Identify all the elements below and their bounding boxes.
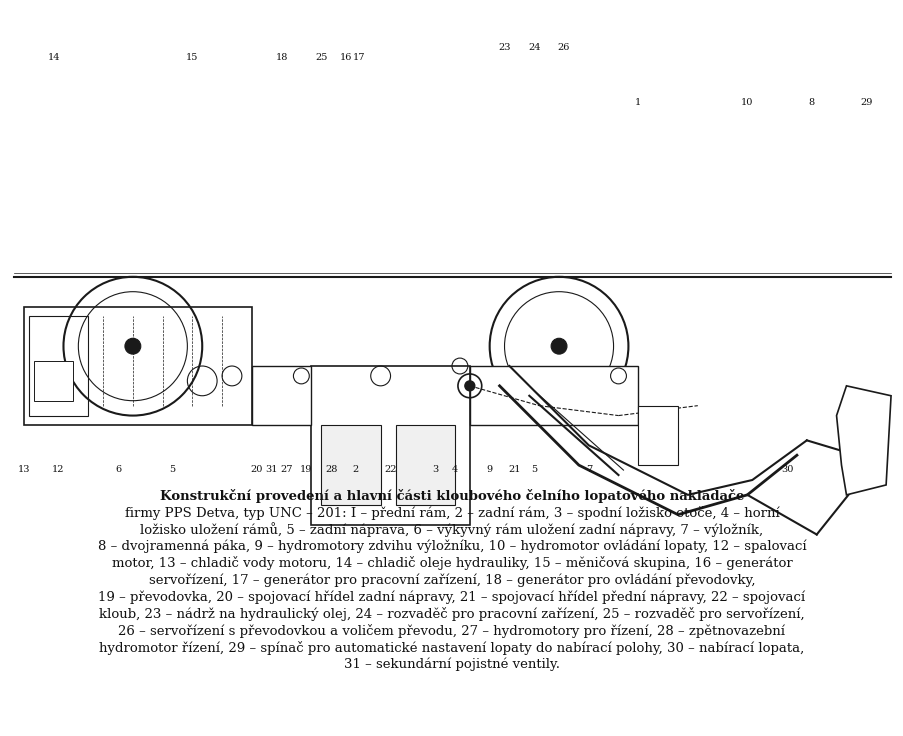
Bar (29, 316, 88, 416)
Text: 19 – převodovka, 20 – spojovací hřídel zadní nápravy, 21 – spojovací hřídel před: 19 – převodovka, 20 – spojovací hřídel z… (98, 590, 805, 604)
Text: 5: 5 (531, 464, 536, 473)
Text: 5: 5 (169, 464, 175, 473)
Bar (638, 406, 677, 465)
Text: hydromotor řízení, 29 – spínač pro automatické nastavení lopaty do nabírací polo: hydromotor řízení, 29 – spínač pro autom… (99, 640, 804, 654)
Text: 18: 18 (275, 53, 287, 63)
Circle shape (125, 339, 141, 354)
Text: 21: 21 (507, 464, 520, 473)
Text: 6: 6 (115, 464, 121, 473)
Polygon shape (252, 366, 311, 425)
Text: 8 – dvojramenná páka, 9 – hydromotory zdvihu výložníku, 10 – hydromotor ovládání: 8 – dvojramenná páka, 9 – hydromotory zd… (98, 539, 805, 553)
Text: 10: 10 (740, 98, 753, 107)
Text: 29: 29 (859, 98, 871, 107)
Text: 23: 23 (498, 43, 510, 52)
Polygon shape (470, 366, 638, 425)
Text: 4: 4 (452, 464, 458, 473)
Text: 24: 24 (527, 43, 540, 52)
Polygon shape (835, 386, 890, 495)
Text: 31: 31 (265, 464, 277, 473)
Text: 30: 30 (780, 464, 792, 473)
Text: 19: 19 (300, 464, 312, 473)
Text: kloub, 23 – nádrž na hydraulický olej, 24 – rozvaděč pro pracovní zařízení, 25 –: kloub, 23 – nádrž na hydraulický olej, 2… (99, 607, 804, 621)
Text: 17: 17 (352, 53, 365, 63)
Text: 7: 7 (585, 464, 591, 473)
Text: firmy PPS Detva, typ UNC – 201: I – přední rám, 2 – zadní rám, 3 – spodní ložisk: firmy PPS Detva, typ UNC – 201: I – před… (125, 506, 778, 520)
Bar (321, 425, 380, 505)
Text: 15: 15 (186, 53, 199, 63)
Text: 2: 2 (352, 464, 358, 473)
Bar (311, 366, 470, 525)
Text: 20: 20 (250, 464, 263, 473)
Text: 3: 3 (432, 464, 438, 473)
Text: 31 – sekundární pojistné ventily.: 31 – sekundární pojistné ventily. (344, 657, 559, 671)
Bar (396, 425, 454, 505)
Bar (23, 307, 252, 425)
Text: 25: 25 (314, 53, 327, 63)
Text: 13: 13 (17, 464, 30, 473)
Circle shape (551, 339, 566, 354)
Text: 22: 22 (384, 464, 396, 473)
Text: 27: 27 (280, 464, 293, 473)
Text: motor, 13 – chladič vody motoru, 14 – chladič oleje hydrauliky, 15 – měničová sk: motor, 13 – chladič vody motoru, 14 – ch… (111, 556, 792, 570)
Bar (33, 361, 73, 400)
Circle shape (464, 381, 474, 391)
Text: 28: 28 (324, 464, 337, 473)
Text: 12: 12 (52, 464, 65, 473)
Bar (4, 49, 899, 475)
Text: servořízení, 17 – generátor pro pracovní zařízení, 18 – generátor pro ovládání p: servořízení, 17 – generátor pro pracovní… (149, 573, 754, 587)
Text: 1: 1 (635, 98, 641, 107)
Text: 14: 14 (47, 53, 60, 63)
Text: 9: 9 (486, 464, 492, 473)
Text: Konstrukční provedení a hlavní části kloubového čelního lopatového nakladače: Konstrukční provedení a hlavní části klo… (160, 489, 743, 503)
Text: 26 – servořízení s převodovkou a voličem převodu, 27 – hydromotory pro řízení, 2: 26 – servořízení s převodovkou a voličem… (118, 623, 785, 637)
Text: 26: 26 (557, 43, 570, 52)
Text: ložisko uložení rámů, 5 – zadní náprava, 6 – výkyvný rám uložení zadní nápravy, : ložisko uložení rámů, 5 – zadní náprava,… (140, 523, 763, 537)
Text: 8: 8 (808, 98, 814, 107)
Text: 16: 16 (340, 53, 352, 63)
